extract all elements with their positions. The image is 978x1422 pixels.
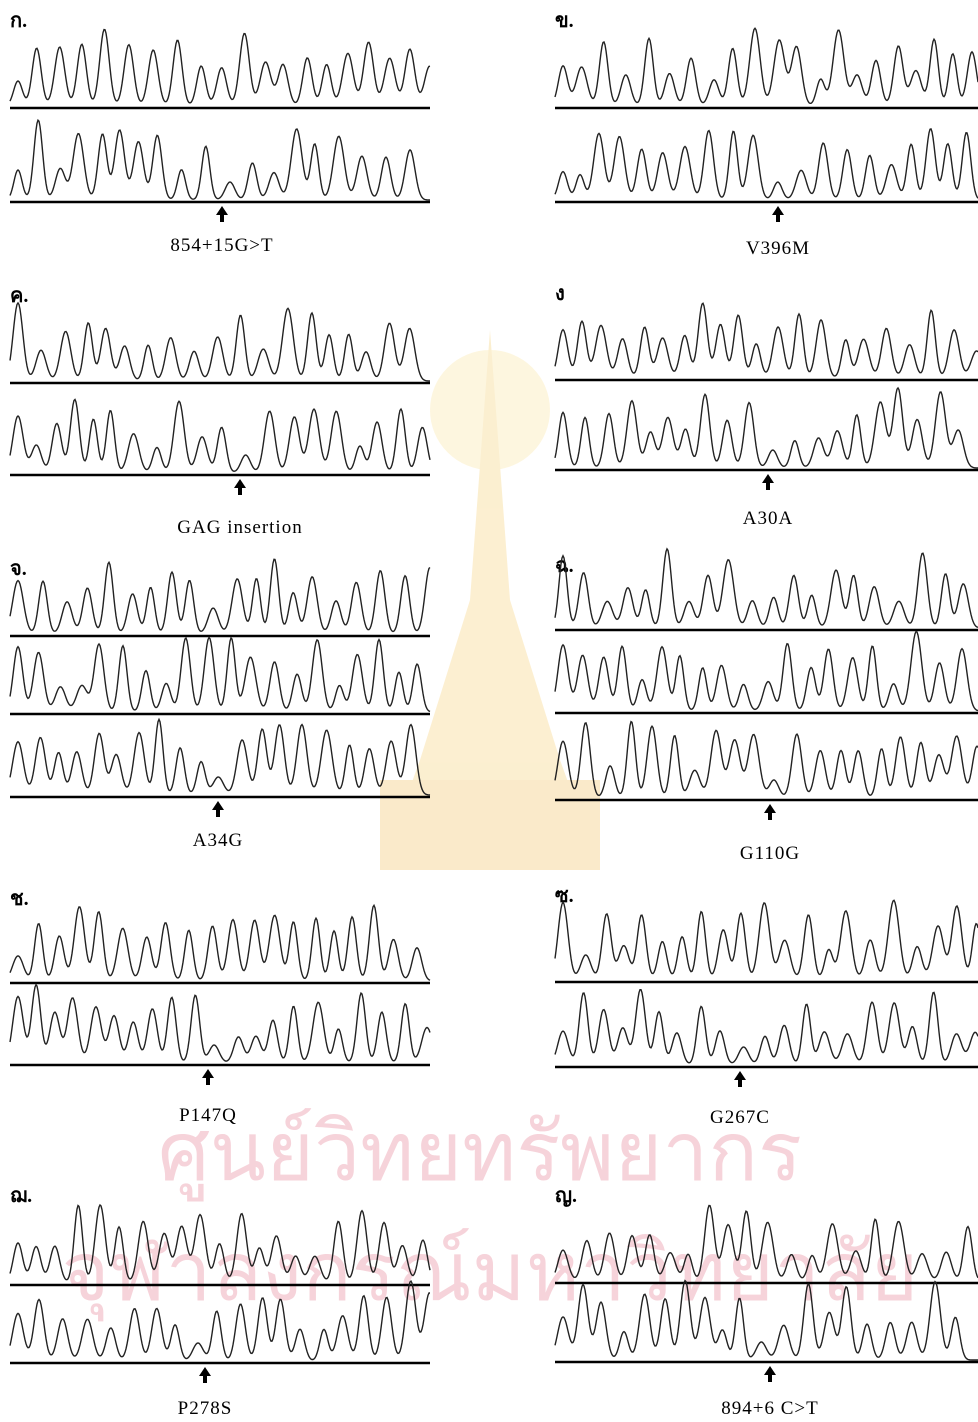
chromatogram-trace xyxy=(10,400,430,472)
panel-label: จ. xyxy=(10,558,27,580)
mutation-arrow xyxy=(202,1069,214,1085)
chromatogram-trace xyxy=(10,559,430,631)
mutation-label: P147Q xyxy=(179,1105,237,1126)
chromatogram-trace xyxy=(555,990,978,1063)
chromatogram-trace xyxy=(555,28,978,103)
mutation-arrow xyxy=(216,206,228,222)
mutation-label: P278S xyxy=(178,1398,233,1419)
chromatogram-trace xyxy=(10,985,430,1061)
panel-label: ญ. xyxy=(555,1185,577,1207)
emblem-watermark xyxy=(380,330,600,870)
mutation-arrow xyxy=(764,804,776,820)
mutation-label: 854+15G>T xyxy=(170,235,273,256)
mutation-label: GAG insertion xyxy=(177,517,302,538)
mutation-label: G267C xyxy=(710,1107,770,1128)
mutation-label: G110G xyxy=(740,843,800,864)
chromatogram-trace xyxy=(555,900,978,974)
chromatogram-trace xyxy=(10,719,430,795)
chromatogram-trace xyxy=(10,303,430,381)
chromatogram-trace xyxy=(10,905,430,980)
watermark-text: ศูนย์วิทยทรัพยากร xyxy=(158,1105,802,1201)
chromatogram-trace xyxy=(555,303,978,376)
chromatogram-trace xyxy=(555,549,978,628)
panel-label: ฌ. xyxy=(10,1185,32,1207)
mutation-label: A30A xyxy=(743,508,793,529)
mutation-arrow xyxy=(199,1367,211,1383)
mutation-arrow xyxy=(764,1366,776,1382)
mutation-arrow xyxy=(234,479,246,495)
panel-label: ข. xyxy=(555,10,574,32)
figure: ศูนย์วิทยทรัพยากร จุฬาลงกรณ์มหาวิทยาลัย … xyxy=(0,0,978,1422)
chromatogram-trace xyxy=(555,129,978,198)
chromatogram-trace xyxy=(10,120,430,200)
mutation-arrow xyxy=(734,1071,746,1087)
panel-label: ช. xyxy=(10,888,29,910)
mutation-arrow xyxy=(762,474,774,490)
chromatogram-trace xyxy=(555,632,978,711)
panel-label: ง xyxy=(555,283,565,305)
chromatogram-trace xyxy=(555,722,978,796)
panel-label: ก. xyxy=(10,10,27,32)
mutation-arrow xyxy=(212,801,224,817)
mutation-label: V396M xyxy=(746,238,810,259)
mutation-label: 894+6 C>T xyxy=(721,1398,818,1419)
watermark-text: จุฬาลงกรณ์มหาวิทยาลัย xyxy=(62,1225,919,1322)
chromatogram-trace xyxy=(10,30,430,103)
mutation-label: A34G xyxy=(193,830,243,851)
mutation-arrow xyxy=(772,206,784,222)
chromatogram-trace xyxy=(10,638,430,712)
chromatogram-trace xyxy=(555,388,978,468)
